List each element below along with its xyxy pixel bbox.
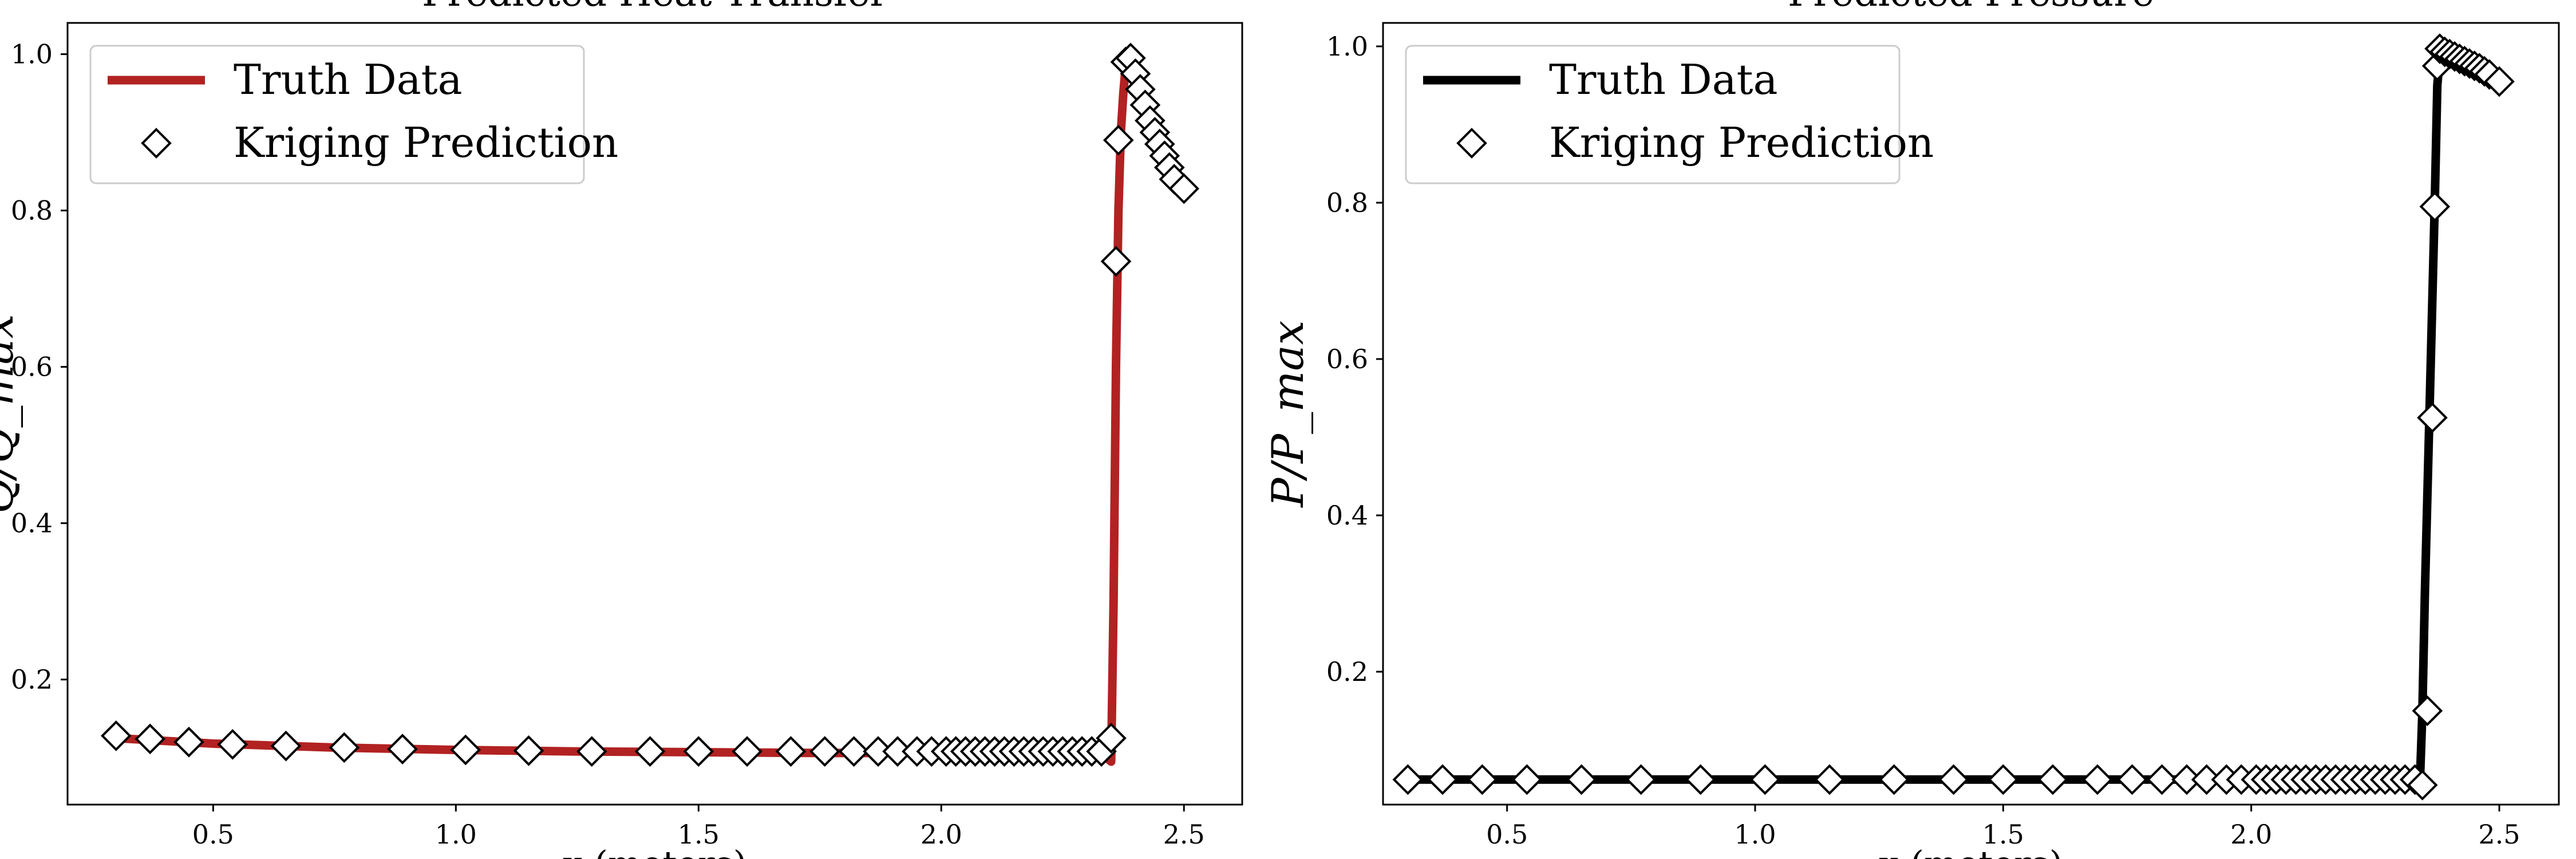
y-tick-label: 0.2 bbox=[11, 664, 53, 695]
kriging-prediction-marker bbox=[1168, 173, 1200, 204]
chart-title: Predicted Heat Transfer bbox=[422, 0, 888, 15]
kriging-prediction-marker bbox=[838, 736, 870, 767]
y-tick-label: 0.6 bbox=[1326, 344, 1368, 375]
x-axis-label: x (meters) bbox=[563, 843, 747, 859]
kriging-prediction-marker bbox=[2407, 770, 2438, 801]
kriging-prediction-marker bbox=[329, 732, 360, 763]
kriging-prediction-marker bbox=[2419, 191, 2451, 222]
legend: Truth Data Kriging Prediction bbox=[1405, 45, 1934, 184]
x-axis-label: x (meters) bbox=[1879, 843, 2063, 859]
legend: Truth Data Kriging Prediction bbox=[89, 45, 618, 184]
kriging-prediction-marker bbox=[270, 730, 302, 762]
legend-box bbox=[1405, 45, 1901, 184]
kriging-prediction-marker bbox=[1938, 764, 1969, 795]
y-tick-label: 1.0 bbox=[11, 39, 53, 70]
x-tick-label: 2.0 bbox=[920, 819, 962, 850]
legend-label: Kriging Prediction bbox=[1549, 119, 1934, 167]
chart-panel-2: Predicted Pressure 0.5 1.0 1.5 2.0 2.5 0.2 0.4 0… bbox=[1262, 0, 2560, 859]
x-tick-label: 1.5 bbox=[678, 819, 720, 850]
x-tick-label: 0.5 bbox=[192, 819, 234, 850]
kriging-prediction-marker bbox=[1103, 124, 1134, 156]
chart-title: Predicted Pressure bbox=[1788, 0, 2154, 15]
legend-label: Truth Data bbox=[1549, 56, 1778, 104]
kriging-prediction-marker bbox=[1878, 764, 1910, 795]
y-axis-label: Q/Q_max bbox=[0, 314, 23, 513]
kriging-prediction-marker bbox=[387, 734, 418, 765]
kriging-prediction-marker bbox=[576, 736, 607, 767]
y-tick-label: 0.4 bbox=[11, 508, 53, 539]
x-tick-label: 0.5 bbox=[1486, 819, 1528, 850]
axes-frame bbox=[66, 22, 1243, 806]
y-tick-label: 0.4 bbox=[1326, 500, 1368, 531]
kriging-prediction-marker bbox=[2037, 764, 2068, 795]
kriging-prediction-marker bbox=[1566, 764, 1597, 795]
legend-diamond-swatch bbox=[141, 128, 172, 159]
legend-box bbox=[89, 45, 585, 184]
kriging-prediction-marker bbox=[809, 736, 840, 767]
y-tick-label: 0.6 bbox=[11, 352, 53, 383]
plot-area bbox=[100, 42, 1200, 767]
kriging-prediction-marker bbox=[1625, 764, 1657, 795]
kriging-prediction-marker bbox=[2412, 695, 2443, 727]
kriging-prediction-marker bbox=[2484, 66, 2515, 97]
kriging-prediction-marker bbox=[450, 734, 481, 766]
kriging-prediction-marker bbox=[217, 729, 248, 760]
kriging-prediction-marker bbox=[683, 736, 714, 767]
kriging-prediction-marker bbox=[1749, 764, 1781, 795]
kriging-prediction-marker bbox=[1988, 764, 2019, 795]
kriging-prediction-marker bbox=[1100, 246, 1132, 277]
kriging-prediction-marker bbox=[513, 735, 544, 766]
kriging-prediction-marker bbox=[1392, 764, 1424, 795]
kriging-prediction-marker bbox=[135, 723, 165, 755]
kriging-prediction-marker bbox=[2116, 764, 2148, 795]
kriging-prediction-marker bbox=[1511, 764, 1543, 795]
kriging-prediction-marker bbox=[1427, 764, 1458, 795]
kriging-prediction-marker bbox=[2082, 764, 2113, 795]
legend-label: Kriging Prediction bbox=[234, 119, 618, 167]
x-tick-label: 2.0 bbox=[2230, 819, 2272, 850]
y-tick-label: 1.0 bbox=[1326, 31, 1368, 62]
chart-panel-1: Predicted Heat Transfer 0.5 1.0 1.5 2.0 2.5 0.… bbox=[0, 0, 1243, 859]
x-tick-label: 1.0 bbox=[435, 819, 477, 850]
kriging-prediction-marker bbox=[1467, 764, 1498, 795]
kriging-prediction-marker bbox=[173, 726, 204, 758]
x-tick-label: 2.5 bbox=[1163, 819, 1205, 850]
axes-frame bbox=[1382, 22, 2560, 806]
kriging-prediction-marker bbox=[775, 736, 807, 767]
legend-diamond-swatch bbox=[1456, 128, 1487, 159]
kriging-prediction-marker bbox=[100, 720, 132, 751]
y-axis-label: P/P_max bbox=[1262, 320, 1313, 508]
kriging-prediction-marker bbox=[1814, 764, 1845, 795]
y-tick-label: 0.8 bbox=[11, 195, 53, 226]
plot-area bbox=[1392, 33, 2515, 801]
kriging-prediction-marker bbox=[1096, 723, 1127, 754]
kriging-prediction-marker bbox=[2146, 764, 2178, 795]
kriging-prediction-marker bbox=[732, 736, 762, 767]
y-tick-label: 0.2 bbox=[1326, 656, 1368, 687]
kriging-prediction-marker bbox=[2417, 402, 2448, 434]
x-tick-label: 2.5 bbox=[2478, 819, 2520, 850]
kriging-prediction-marker bbox=[634, 736, 666, 767]
y-tick-label: 0.8 bbox=[1326, 187, 1368, 218]
x-tick-label: 1.0 bbox=[1734, 819, 1776, 850]
legend-label: Truth Data bbox=[234, 56, 463, 104]
x-tick-label: 1.5 bbox=[1982, 819, 2024, 850]
kriging-prediction-marker bbox=[1685, 764, 1716, 795]
